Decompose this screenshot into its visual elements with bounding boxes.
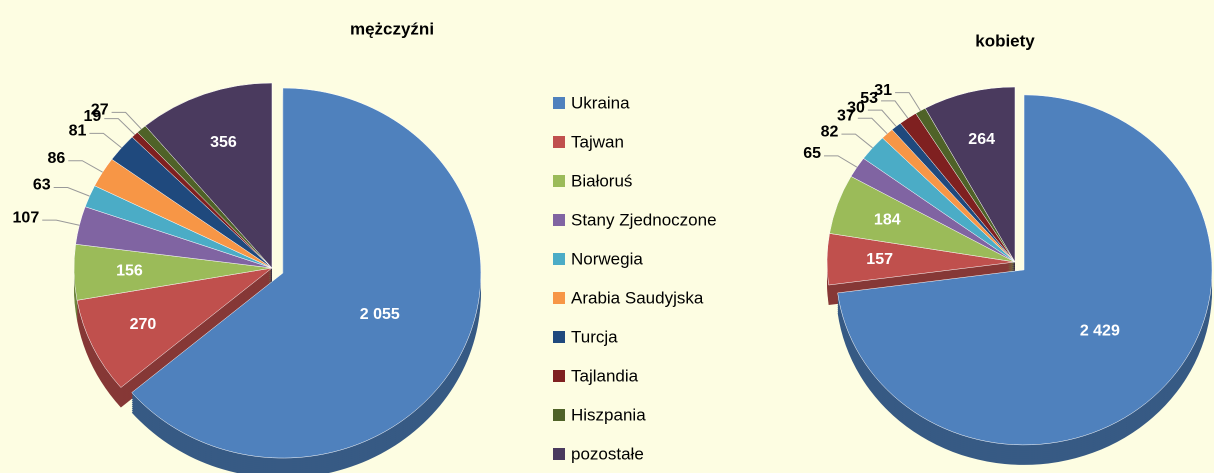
leader-line — [857, 117, 888, 135]
legend-label: Arabia Saudyjska — [571, 288, 704, 307]
legend-swatch — [553, 331, 565, 343]
leader-line — [53, 186, 90, 197]
value-label: 107 — [13, 209, 40, 226]
legend-swatch — [553, 370, 565, 382]
legend-label: Ukraina — [571, 93, 630, 112]
legend-swatch — [553, 292, 565, 304]
value-label: 37 — [837, 107, 855, 124]
legend-swatch — [553, 136, 565, 148]
legend-label: Norwegia — [571, 249, 643, 268]
value-label: 157 — [866, 251, 893, 268]
legend-label: Hiszpania — [571, 405, 646, 424]
value-label: 63 — [33, 177, 51, 194]
legend-label: pozostałe — [571, 444, 644, 463]
leader-line — [867, 109, 897, 127]
leader-line — [823, 155, 858, 168]
slice — [144, 82, 273, 269]
chart-title: mężczyźni — [350, 19, 434, 38]
leader-line — [895, 92, 921, 112]
slice — [76, 267, 273, 388]
value-label: 184 — [874, 211, 901, 228]
value-label: 30 — [847, 99, 865, 116]
value-label: 82 — [821, 123, 839, 140]
value-label: 2 429 — [1080, 322, 1120, 339]
value-label: 356 — [210, 134, 237, 151]
legend-swatch — [553, 448, 565, 460]
value-label: 264 — [968, 131, 995, 148]
value-label: 31 — [874, 82, 892, 99]
value-label: 65 — [803, 145, 821, 162]
value-label: 156 — [116, 262, 143, 279]
leader-line — [841, 133, 873, 149]
legend-swatch — [553, 409, 565, 421]
legend-swatch — [553, 214, 565, 226]
legend-label: Tajwan — [571, 132, 624, 151]
legend-swatch — [553, 97, 565, 109]
chart-title: kobiety — [975, 31, 1035, 50]
legend-swatch — [553, 253, 565, 265]
leader-line — [881, 100, 909, 119]
slice — [924, 86, 1016, 263]
legend-label: Białoruś — [571, 171, 632, 190]
slice — [131, 87, 482, 459]
legend-label: Stany Zjednoczone — [571, 210, 717, 229]
value-label: 2 055 — [360, 306, 400, 323]
legend-label: Turcja — [571, 327, 618, 346]
value-label: 19 — [83, 108, 101, 125]
leader-line — [42, 219, 80, 226]
slice — [837, 94, 1213, 446]
value-label: 27 — [91, 102, 109, 119]
leader-line — [68, 160, 103, 173]
legend-label: Tajlandia — [571, 366, 639, 385]
leader-line — [89, 132, 122, 149]
value-label: 86 — [48, 150, 66, 167]
leader-line — [104, 118, 136, 136]
value-label: 270 — [130, 316, 157, 333]
legend-swatch — [553, 175, 565, 187]
leader-line — [111, 111, 142, 130]
value-label: 53 — [860, 90, 878, 107]
value-label: 81 — [69, 123, 87, 140]
